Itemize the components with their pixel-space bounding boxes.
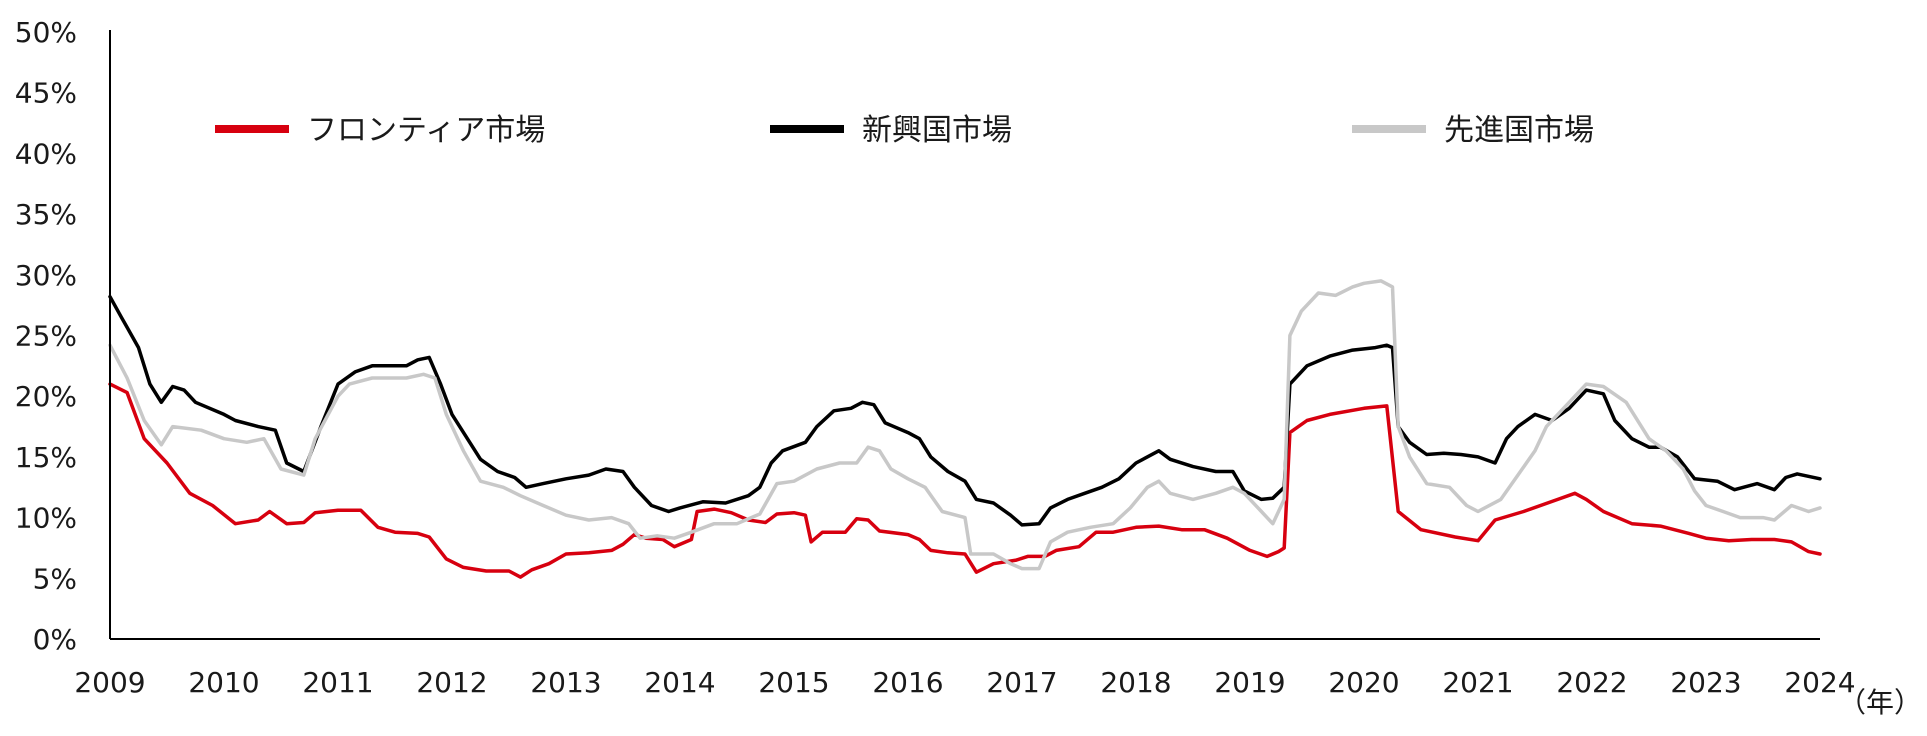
x-axis-unit-label: （年） (1838, 686, 1922, 719)
legend: フロンティア市場 新興国市場 先進国市場 (215, 113, 1594, 148)
y-tick-label: 10% (15, 502, 77, 535)
x-tick-label: 2022 (1556, 666, 1627, 699)
x-tick-label: 2014 (644, 666, 715, 699)
x-tick-label: 2021 (1442, 666, 1513, 699)
x-tick-label: 2012 (416, 666, 487, 699)
legend-label: 新興国市場 (862, 113, 1012, 148)
y-tick-label: 30% (15, 259, 77, 292)
y-tick-label: 0% (33, 623, 77, 656)
x-tick-label: 2019 (1214, 666, 1285, 699)
x-tick-label: 2018 (1100, 666, 1171, 699)
y-tick-label: 40% (15, 137, 77, 170)
series-line-0 (108, 382, 1822, 579)
x-tick-label: 2020 (1328, 666, 1399, 699)
x-axis-ticks: 2009 2010 2011 2012 2013 2014 2015 2016 2017 2018… (74, 666, 1855, 699)
y-tick-label: 25% (15, 320, 77, 353)
legend-label: 先進国市場 (1444, 113, 1594, 148)
series-lines (108, 279, 1822, 579)
x-tick-label: 2016 (872, 666, 943, 699)
x-tick-label: 2013 (530, 666, 601, 699)
x-tick-label: 2009 (74, 666, 145, 699)
y-tick-label: 15% (15, 441, 77, 474)
y-tick-label: 35% (15, 198, 77, 231)
y-tick-label: 50% (15, 16, 77, 49)
y-tick-label: 5% (33, 562, 77, 595)
x-tick-label: 2015 (758, 666, 829, 699)
y-tick-label: 20% (15, 380, 77, 413)
series-line-1 (108, 294, 1822, 527)
x-tick-label: 2010 (188, 666, 259, 699)
legend-label: フロンティア市場 (307, 113, 545, 148)
x-tick-label: 2017 (986, 666, 1057, 699)
series-line-2 (108, 279, 1822, 571)
y-tick-label: 45% (15, 77, 77, 110)
x-tick-label: 2011 (302, 666, 373, 699)
x-tick-label: 2023 (1670, 666, 1741, 699)
y-axis-ticks: 0% 5% 10% 15% 20% 25% 30% 35% 40% 45% 50% (15, 16, 77, 656)
x-tick-label: 2024 (1784, 666, 1855, 699)
